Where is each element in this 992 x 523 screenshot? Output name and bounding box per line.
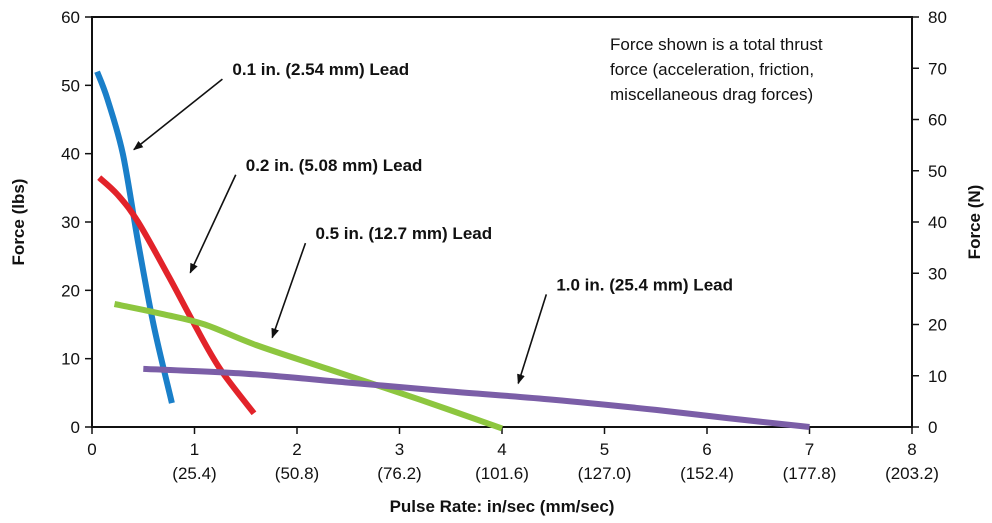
x-tick-label: 0 xyxy=(87,440,96,459)
y-tick-label: 20 xyxy=(61,281,80,300)
series-callout-arrow-1 xyxy=(133,78,223,151)
series-line-1 xyxy=(94,70,175,404)
x-tick-label: 3 xyxy=(395,440,404,459)
series-callout-label-4: 1.0 in. (25.4 mm) Lead xyxy=(556,275,733,294)
x-tick-sublabel: (177.8) xyxy=(783,464,837,483)
y2-tick-label: 70 xyxy=(928,59,947,78)
y-tick-label: 40 xyxy=(61,145,80,164)
series-callout-label-1: 0.1 in. (2.54 mm) Lead xyxy=(232,60,409,79)
y-tick-label: 10 xyxy=(61,350,80,369)
x-tick-sublabel: (101.6) xyxy=(475,464,529,483)
series-callout-arrow-3 xyxy=(271,242,307,339)
y2-tick-label: 0 xyxy=(928,418,937,437)
x-tick-label: 6 xyxy=(702,440,711,459)
x-tick-label: 1 xyxy=(190,440,199,459)
series-line-2 xyxy=(97,175,257,416)
y2-axis-title: Force (N) xyxy=(965,185,984,260)
x-tick-sublabel: (25.4) xyxy=(172,464,216,483)
x-tick-sublabel: (127.0) xyxy=(578,464,632,483)
x-tick-label: 5 xyxy=(600,440,609,459)
series-callout-arrow-2 xyxy=(189,174,237,274)
x-tick-label: 2 xyxy=(292,440,301,459)
series-callout-arrow-4 xyxy=(517,294,548,385)
y2-tick-label: 40 xyxy=(928,213,947,232)
x-tick-label: 7 xyxy=(805,440,814,459)
y-tick-label: 50 xyxy=(61,76,80,95)
x-tick-sublabel: (50.8) xyxy=(275,464,319,483)
y2-tick-label: 20 xyxy=(928,316,947,335)
chart-note-line: force (acceleration, friction, xyxy=(610,60,814,79)
x-axis-title: Pulse Rate: in/sec (mm/sec) xyxy=(390,497,615,516)
y-axis-title: Force (lbs) xyxy=(9,179,28,266)
x-tick-label: 4 xyxy=(497,440,506,459)
y-tick-label: 60 xyxy=(61,8,80,27)
x-tick-label: 8 xyxy=(907,440,916,459)
y2-tick-label: 50 xyxy=(928,162,947,181)
y2-tick-label: 10 xyxy=(928,367,947,386)
y2-tick-label: 80 xyxy=(928,8,947,27)
chart-note-line: Force shown is a total thrust xyxy=(610,35,823,54)
series-line-3 xyxy=(113,301,503,432)
y2-tick-label: 30 xyxy=(928,264,947,283)
series-callout-label-3: 0.5 in. (12.7 mm) Lead xyxy=(315,224,492,243)
x-tick-sublabel: (203.2) xyxy=(885,464,939,483)
x-tick-sublabel: (152.4) xyxy=(680,464,734,483)
x-tick-sublabel: (76.2) xyxy=(377,464,421,483)
y-tick-label: 30 xyxy=(61,213,80,232)
y2-tick-label: 60 xyxy=(928,111,947,130)
series-callout-label-2: 0.2 in. (5.08 mm) Lead xyxy=(246,156,423,175)
y-tick-label: 0 xyxy=(71,418,80,437)
chart-note-line: miscellaneous drag forces) xyxy=(610,85,813,104)
series-line-4 xyxy=(143,365,810,430)
